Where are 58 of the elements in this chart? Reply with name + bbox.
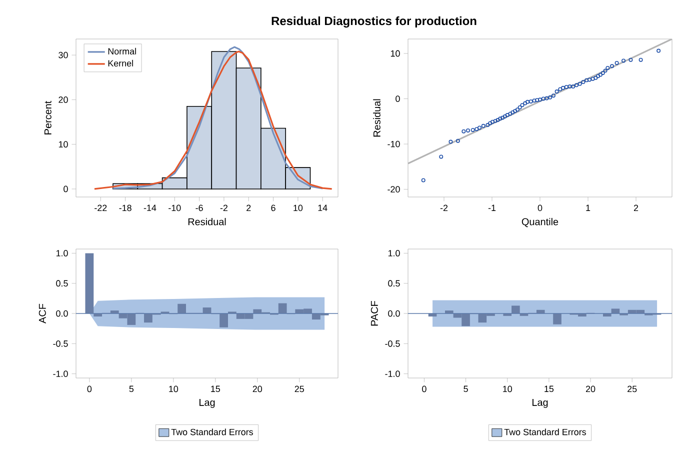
x-tick-label: 2 — [634, 204, 638, 212]
x-tick-label: 20 — [252, 386, 262, 392]
y-tick-label: 0.5 — [388, 280, 400, 287]
y-tick-label: 0.0 — [56, 310, 68, 317]
y-tick-label: 0 — [396, 96, 400, 102]
y-tick-label: 10 — [58, 141, 68, 148]
x-axis-title: Quantile — [522, 218, 558, 228]
y-tick-label: -1.0 — [385, 370, 400, 377]
x-tick-label: 6 — [271, 204, 276, 212]
y-tick-label: -20 — [388, 186, 400, 192]
y-tick-label: 20 — [58, 96, 68, 103]
x-tick-label: 0 — [87, 386, 92, 392]
y-tick-label: 10 — [390, 50, 400, 57]
x-tick-label: -14 — [144, 204, 156, 211]
x-tick-label: 2 — [246, 204, 251, 212]
y-tick-label: -0.5 — [53, 340, 68, 347]
x-tick-label: 20 — [586, 386, 596, 392]
text: Residual Diagnostics for production — [272, 16, 476, 28]
x-tick-label: 10 — [169, 386, 178, 392]
x-tick-label: -2 — [220, 204, 228, 212]
y-tick-label: 1.0 — [388, 250, 400, 256]
x-tick-label: 5 — [464, 386, 468, 392]
y-tick-label: -10 — [388, 140, 400, 148]
y-tick-label: 0.0 — [388, 310, 400, 317]
x-tick-label: 0 — [538, 204, 542, 212]
y-tick-label: 1.0 — [56, 250, 68, 256]
y-axis-title: Residual — [373, 99, 380, 137]
x-tick-label: -2 — [440, 204, 448, 212]
x-tick-label: -10 — [168, 204, 181, 212]
x-tick-label: 5 — [129, 386, 134, 392]
legend-label: Kernel — [108, 60, 133, 66]
x-tick-label: 25 — [294, 386, 304, 392]
y-axis-title: ACF — [38, 304, 46, 324]
y-tick-label: 0 — [64, 186, 68, 192]
y-tick-label: -1.0 — [53, 370, 68, 377]
legend-label: Two Standard Errors — [171, 428, 253, 436]
y-axis-title: PACF — [370, 300, 378, 326]
y-tick-label: -0.5 — [385, 340, 400, 347]
x-tick-label: 0 — [422, 386, 426, 392]
y-tick-label: 0.5 — [56, 280, 68, 287]
x-tick-label: 10 — [294, 204, 303, 212]
x-tick-label: 10 — [503, 386, 512, 392]
y-axis-title: Percent — [44, 100, 52, 134]
x-tick-label: 15 — [211, 386, 220, 392]
legend-label: Two Standard Errors — [504, 428, 586, 436]
x-tick-label: 15 — [544, 386, 554, 392]
legend-label: Normal — [108, 48, 136, 55]
x-tick-label: -6 — [196, 204, 203, 212]
x-tick-label: 1 — [586, 204, 590, 211]
x-tick-label: 14 — [318, 204, 328, 211]
x-tick-label: 25 — [628, 386, 637, 392]
x-axis-title: Lag — [200, 398, 215, 408]
x-axis-title: Lag — [532, 398, 548, 408]
x-tick-label: -22 — [94, 204, 107, 212]
x-tick-label: -1 — [488, 204, 496, 211]
x-axis-title: Residual — [188, 218, 226, 226]
y-tick-label: 30 — [58, 52, 68, 58]
x-tick-label: -18 — [119, 204, 132, 212]
